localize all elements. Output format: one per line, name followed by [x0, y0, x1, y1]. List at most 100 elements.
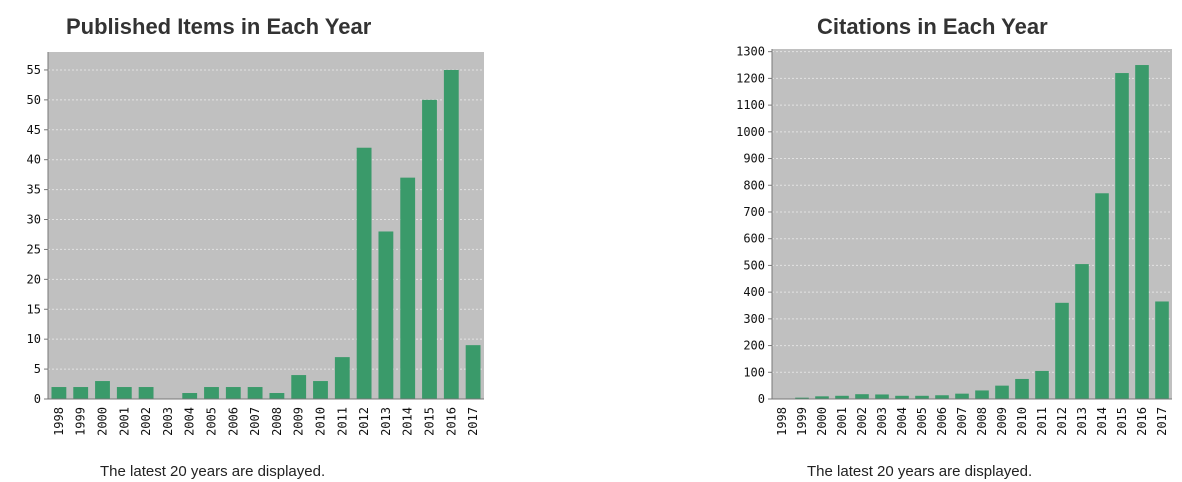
x-tick-label: 2000: [96, 407, 110, 436]
bar-2012: [1055, 302, 1069, 399]
published-items-plot: 0 5 10 15 20 25 30 35 40 45 50 55 1998 1999 2000 2001 20…: [27, 52, 484, 436]
y-tick-label: 5: [34, 362, 41, 376]
x-tick-label: 2010: [314, 407, 328, 436]
bar-2010: [313, 381, 328, 399]
x-tick-label: 2005: [915, 407, 929, 436]
published-items-chart: Published Items in Each Year 0 5 10 15 20 25 3…: [0, 0, 520, 482]
bar-2010: [1015, 378, 1029, 399]
bar-2012: [356, 147, 372, 399]
y-tick-label: 30: [27, 213, 41, 227]
bar-2003: [875, 394, 889, 399]
x-tick-label: 2016: [444, 407, 458, 436]
x-tick-label: 2011: [335, 407, 349, 436]
chart-note: The latest 20 years are displayed.: [807, 463, 1033, 480]
x-tick-label: 2001: [835, 407, 849, 436]
x-tick-label: 2017: [466, 407, 480, 436]
bar-2011: [1035, 370, 1049, 399]
x-tick-label: 2002: [855, 407, 869, 436]
x-tick-label: 1998: [775, 407, 789, 436]
x-tick-label: 2009: [995, 407, 1009, 436]
bar-2011: [334, 357, 350, 399]
chart-note: The latest 20 years are displayed.: [100, 463, 326, 480]
x-tick-label: 2006: [935, 407, 949, 436]
x-tick-label: 2001: [117, 407, 131, 436]
bar-2013: [378, 231, 394, 399]
y-tick-label: 100: [743, 365, 765, 379]
y-tick-label: 0: [758, 392, 765, 406]
x-tick-label: 2016: [1135, 407, 1149, 436]
y-tick-label: 45: [27, 123, 41, 137]
bar-2005: [915, 395, 929, 399]
x-tick-label: 2000: [815, 407, 829, 436]
y-tick-label: 40: [27, 153, 41, 167]
y-tick-label: 20: [27, 272, 41, 286]
y-tick-label: 1200: [736, 71, 765, 85]
y-tick-label: 500: [743, 258, 765, 272]
y-tick-label: 55: [27, 63, 41, 77]
x-tick-label: 2005: [205, 407, 219, 436]
plot-area: [48, 52, 484, 399]
x-tick-label: 2008: [270, 407, 284, 436]
citations-plot: 0 100 200 300 400 500 600 700 800 900 1000 1100 1200…: [736, 45, 1172, 436]
y-tick-label: 600: [743, 232, 765, 246]
bar-2009: [995, 385, 1009, 399]
x-tick-label: 2004: [895, 407, 909, 436]
bar-1998: [51, 387, 67, 399]
chart-title: Citations in Each Year: [817, 14, 1048, 39]
x-tick-label: 2007: [955, 407, 969, 436]
x-tick-label: 2003: [161, 407, 175, 436]
x-tick-label: 2015: [1115, 407, 1129, 436]
x-tick-label: 2013: [379, 407, 393, 436]
bar-2007: [955, 393, 969, 399]
x-tick-label: 2015: [423, 407, 437, 436]
bar-1999: [73, 387, 89, 399]
bar-2016: [443, 69, 459, 399]
y-tick-label: 800: [743, 178, 765, 192]
chart-title: Published Items in Each Year: [66, 14, 372, 39]
x-tick-label: 2006: [226, 407, 240, 436]
bar-2001: [116, 387, 132, 399]
bar-2016: [1135, 65, 1149, 400]
bar-2017: [1155, 301, 1169, 399]
y-tick-label: 15: [27, 302, 41, 316]
bar-2004: [182, 393, 198, 399]
bar-2002: [855, 394, 869, 399]
x-tick-label: 2003: [875, 407, 889, 436]
bar-2000: [95, 381, 110, 399]
x-tick-label: 2011: [1035, 407, 1049, 436]
x-tick-label: 2017: [1155, 407, 1169, 436]
bar-2008: [975, 390, 989, 399]
y-tick-label: 25: [27, 242, 41, 256]
x-tick-label: 2010: [1015, 407, 1029, 436]
bar-2008: [269, 393, 285, 399]
y-tick-label: 300: [743, 312, 765, 326]
bar-2006: [935, 395, 949, 399]
x-tick-label: 2014: [401, 407, 415, 436]
bar-1999: [795, 397, 809, 399]
x-tick-label: 1999: [74, 407, 88, 436]
bar-2014: [1095, 193, 1109, 399]
y-tick-label: 50: [27, 93, 41, 107]
plot-area: [772, 49, 1172, 399]
y-tick-label: 1000: [736, 125, 765, 139]
x-tick-label: 2008: [975, 407, 989, 436]
x-tick-label: 2013: [1075, 407, 1089, 436]
bar-2001: [835, 395, 849, 399]
x-tick-label: 2014: [1095, 407, 1109, 436]
y-tick-label: 1300: [736, 45, 765, 59]
bar-2007: [247, 387, 263, 399]
y-tick-label: 1100: [736, 98, 765, 112]
x-tick-label: 2004: [183, 407, 197, 436]
y-tick-label: 700: [743, 205, 765, 219]
bar-2006: [225, 387, 241, 399]
bar-2015: [422, 99, 437, 400]
citations-chart: Citations in Each Year 0 100 200 300 400 500 6…: [700, 0, 1182, 482]
y-tick-label: 400: [743, 285, 765, 299]
bar-2014: [400, 177, 416, 399]
y-tick-label: 10: [27, 332, 41, 346]
y-tick-label: 900: [743, 152, 765, 166]
y-tick-label: 0: [34, 392, 41, 406]
bar-2004: [895, 395, 909, 399]
bar-2002: [138, 387, 154, 399]
x-tick-label: 2007: [248, 407, 262, 436]
